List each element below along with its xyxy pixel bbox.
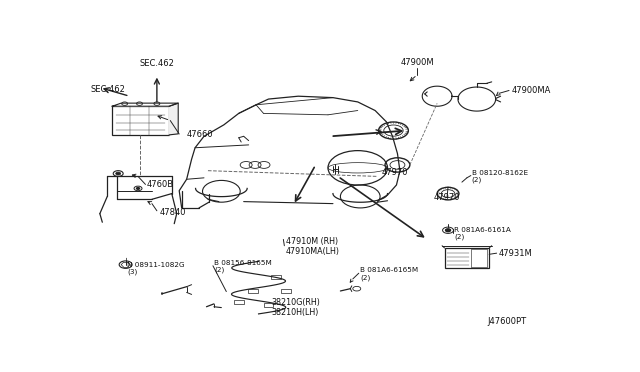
Text: B 08156-8165M
(2): B 08156-8165M (2) <box>214 260 271 273</box>
Text: 47900MA: 47900MA <box>511 86 551 95</box>
Text: 4760B: 4760B <box>147 180 174 189</box>
Text: 47931M: 47931M <box>498 249 532 258</box>
Text: SEC.462: SEC.462 <box>140 59 174 68</box>
Bar <box>264 303 273 307</box>
Text: J47600PT: J47600PT <box>487 317 527 326</box>
Bar <box>234 301 244 304</box>
Bar <box>112 106 169 135</box>
Circle shape <box>116 172 121 175</box>
Text: 47660: 47660 <box>187 130 213 140</box>
Text: SEC.462: SEC.462 <box>91 84 126 93</box>
Bar <box>445 248 489 268</box>
Text: N 08911-1082G
(3): N 08911-1082G (3) <box>127 262 185 275</box>
Polygon shape <box>169 103 178 135</box>
Text: 47970: 47970 <box>434 193 460 202</box>
Circle shape <box>136 187 140 189</box>
Bar <box>281 289 291 293</box>
Text: 47840: 47840 <box>159 208 186 217</box>
Text: B 08120-8162E
(2): B 08120-8162E (2) <box>472 170 528 183</box>
Circle shape <box>445 229 451 232</box>
Text: R 081A6-6161A
(2): R 081A6-6161A (2) <box>454 227 511 240</box>
Text: 47970: 47970 <box>381 168 408 177</box>
Text: 38210G(RH)
38210H(LH): 38210G(RH) 38210H(LH) <box>271 298 320 317</box>
Text: 47900M: 47900M <box>401 58 434 67</box>
Text: B 081A6-6165M
(2): B 081A6-6165M (2) <box>360 267 419 280</box>
Bar <box>248 289 257 293</box>
Text: 47910M (RH)
47910MA(LH): 47910M (RH) 47910MA(LH) <box>286 237 340 256</box>
Polygon shape <box>112 103 178 106</box>
Bar <box>271 275 281 279</box>
